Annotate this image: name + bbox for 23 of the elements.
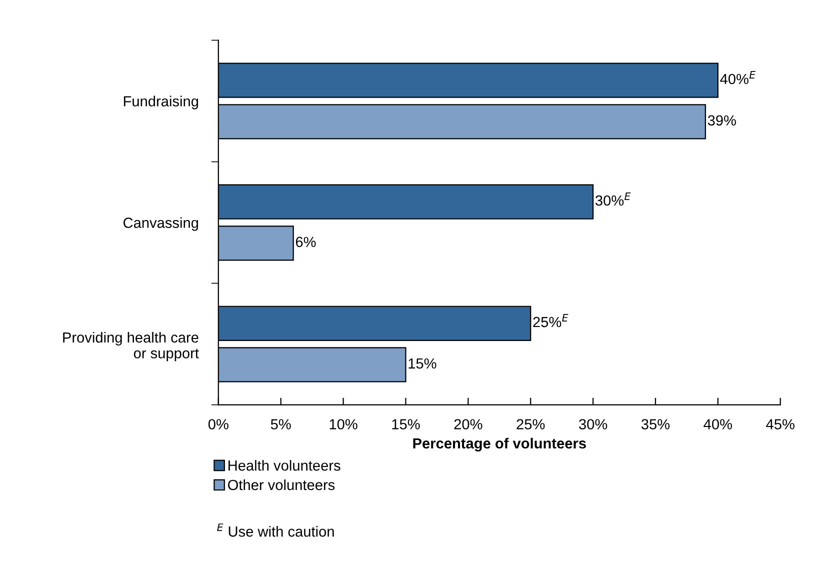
- text: $^{E}$ Use with caution: [217, 524, 334, 537]
- x-tick-label: 40%: [704, 419, 732, 430]
- x-tick-label: 10%: [330, 419, 358, 430]
- x-tick-label: 5%: [270, 419, 291, 430]
- legend-label: Other volunteers: [228, 479, 335, 490]
- data-label: 30%$^{E}$: [595, 192, 631, 206]
- x-tick-label: 30%: [579, 419, 608, 430]
- data-label: 6%: [296, 236, 316, 248]
- data-label: 15%: [408, 358, 436, 369]
- legend-label: Health volunteers: [228, 460, 340, 471]
- data-label: 39%: [708, 115, 736, 126]
- x-tick-label: 0%: [208, 419, 228, 430]
- y-tick-label: Canvassing: [124, 217, 198, 231]
- x-axis-title: Percentage of volunteers: [413, 438, 586, 452]
- x-tick-label: 20%: [454, 419, 482, 430]
- x-tick-label: 35%: [641, 419, 670, 430]
- y-tick-label: Providing health care or support: [63, 332, 199, 362]
- y-tick-label: Fundraising: [124, 96, 198, 110]
- x-tick-label: 15%: [392, 419, 420, 430]
- x-tick-label: 45%: [766, 419, 794, 430]
- data-label: 25%$^{E}$: [533, 314, 568, 328]
- x-tick-label: 25%: [516, 419, 545, 430]
- data-label: 40%$^{E}$: [720, 70, 756, 84]
